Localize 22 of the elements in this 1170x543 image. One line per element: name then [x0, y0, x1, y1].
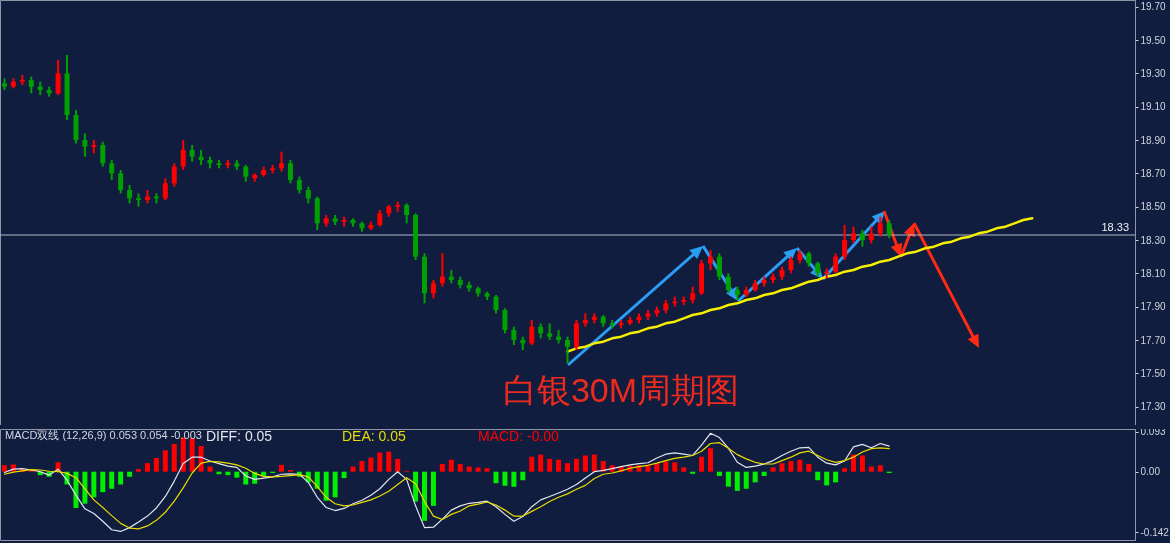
- y-tick-label: 19.30: [1140, 67, 1166, 79]
- y-tick-label: 17.70: [1140, 334, 1166, 346]
- y-tick-label: 19.70: [1140, 1, 1166, 13]
- ref-line-label: 18.33: [1101, 221, 1129, 233]
- chart-title: MACD双线 (12,26,9) 0.053 0.054 -0.003: [5, 429, 202, 441]
- y-tick-label: 18.10: [1140, 267, 1166, 279]
- y-tick-label: 19.50: [1140, 34, 1166, 46]
- y-tick-label: 18.70: [1140, 167, 1166, 179]
- text: 白银30M周期图: [502, 371, 740, 409]
- y-tick-label: 18.50: [1140, 201, 1166, 213]
- y-tick-label: 17.90: [1140, 301, 1166, 313]
- y-tick-label: 18.30: [1140, 234, 1166, 246]
- series-label: MACD: -0.00: [478, 428, 560, 444]
- text: DEA: 0.05: [342, 428, 407, 444]
- y-tick-label: 17.30: [1140, 401, 1166, 413]
- y-tick-label: 0.093: [1140, 426, 1166, 438]
- y-tick-label: 18.90: [1140, 134, 1166, 146]
- series-label: DIFF: 0.05: [206, 428, 273, 444]
- y-tick-label: -0.142: [1140, 526, 1170, 538]
- y-tick-label: 0.00: [1140, 466, 1161, 478]
- y-tick-label: 17.50: [1140, 367, 1166, 379]
- y-tick-label: 19.10: [1140, 101, 1166, 113]
